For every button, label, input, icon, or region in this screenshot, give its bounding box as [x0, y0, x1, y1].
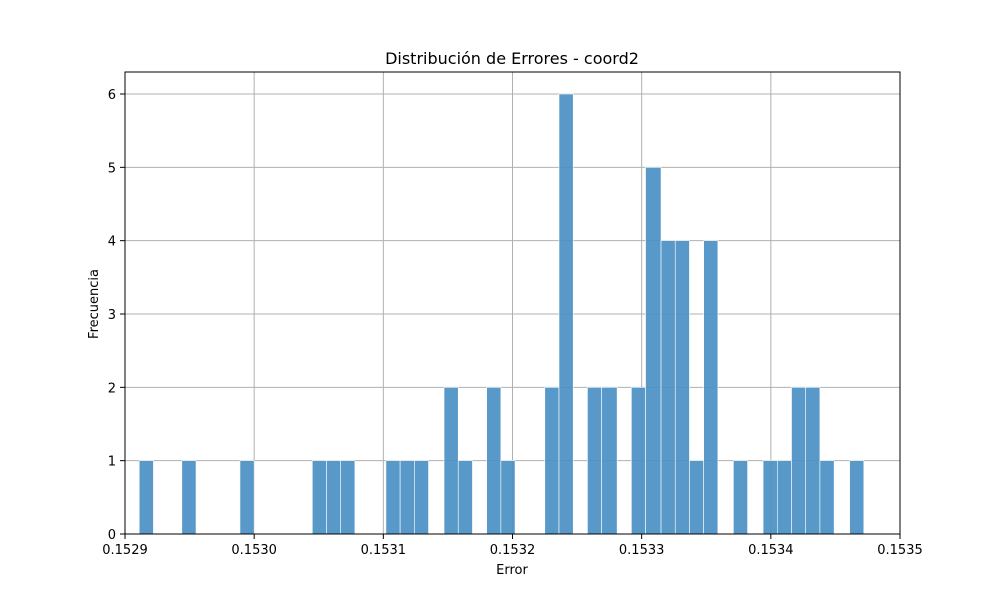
- x-tick-label: 0.1535: [877, 543, 923, 558]
- x-tick-label: 0.1529: [102, 543, 148, 558]
- y-tick-label: 3: [108, 308, 116, 323]
- histogram-bar: [326, 460, 342, 535]
- histogram-bar: [776, 460, 792, 535]
- histogram-bar: [601, 387, 618, 535]
- axis-ticks: 0.1529 0.1530 0.1531 0.1532 0.1533 0.1534 0.15…: [102, 88, 923, 558]
- histogram-bar: [500, 460, 516, 535]
- histogram-bar: [733, 460, 748, 535]
- histogram-bar: [849, 460, 865, 535]
- histogram-bar: [558, 93, 574, 535]
- histogram-bar: [486, 387, 502, 535]
- histogram-bar: [181, 460, 197, 535]
- y-tick-label: 5: [108, 161, 116, 176]
- y-tick-label: 0: [108, 528, 116, 543]
- y-tick-label: 6: [108, 88, 116, 103]
- histogram-bar: [399, 460, 415, 535]
- y-axis-label: Frecuencia: [87, 269, 102, 339]
- histogram-bar: [311, 460, 327, 535]
- x-axis-label: Error: [496, 563, 528, 578]
- histogram-bar: [762, 460, 778, 535]
- y-tick-label: 2: [108, 381, 116, 396]
- histogram-bar: [385, 460, 401, 535]
- histogram-bar: [138, 460, 154, 535]
- histogram-bar: [703, 240, 719, 535]
- histogram-bar: [791, 387, 807, 535]
- histogram-bar: [443, 387, 459, 535]
- histogram-bars: [138, 93, 865, 535]
- histogram-bar: [660, 240, 676, 535]
- x-tick-label: 0.1533: [619, 543, 665, 558]
- histogram-bar: [587, 387, 602, 535]
- histogram-bar: [819, 460, 835, 535]
- histogram-bar: [631, 387, 646, 535]
- x-tick-label: 0.1530: [231, 543, 277, 558]
- histogram-bar: [689, 460, 704, 535]
- histogram-bar: [414, 460, 429, 535]
- histogram-bar: [340, 460, 356, 535]
- chart-title: Distribución de Errores - coord2: [385, 49, 639, 68]
- histogram-bar: [544, 387, 560, 535]
- y-tick-label: 4: [108, 235, 116, 250]
- y-tick-label: 1: [108, 455, 116, 470]
- histogram-bar: [805, 387, 821, 535]
- x-tick-label: 0.1532: [490, 543, 536, 558]
- x-tick-label: 0.1534: [748, 543, 794, 558]
- histogram-bar: [645, 167, 662, 535]
- histogram-bar: [674, 240, 690, 535]
- histogram-bar: [457, 460, 473, 535]
- x-tick-label: 0.1531: [361, 543, 407, 558]
- histogram-bar: [239, 460, 255, 535]
